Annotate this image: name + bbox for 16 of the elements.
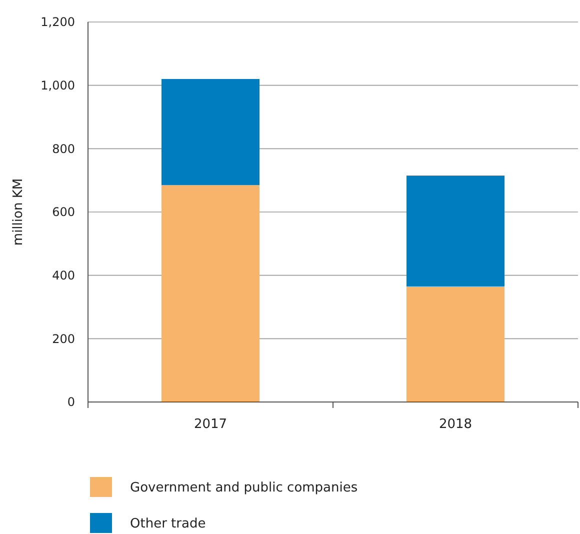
x-tick-label: 2018 bbox=[438, 417, 472, 432]
y-tick-label: 800 bbox=[52, 142, 75, 156]
y-tick-label: 200 bbox=[52, 332, 75, 346]
bar bbox=[406, 176, 504, 286]
y-tick-label: 1,200 bbox=[40, 15, 75, 30]
bar bbox=[162, 79, 260, 186]
y-tick-label: 0 bbox=[67, 395, 75, 410]
legend-label: Government and public companies bbox=[130, 480, 358, 496]
y-tick-label: 400 bbox=[52, 268, 75, 283]
y-tick-label: 600 bbox=[52, 205, 75, 220]
legend-label: Other trade bbox=[130, 516, 206, 532]
x-tick-label: 2017 bbox=[194, 417, 228, 432]
y-tick-label: 1,000 bbox=[40, 78, 75, 93]
bar bbox=[162, 185, 260, 402]
y-axis-title: million KM bbox=[11, 178, 26, 246]
bar bbox=[406, 286, 504, 402]
